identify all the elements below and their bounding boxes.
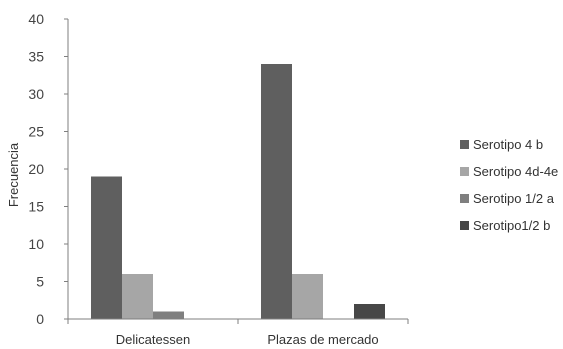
y-tick-label: 25 <box>28 124 44 140</box>
x-axis: Delicatessen Plazas de mercado <box>67 318 409 347</box>
x-category-label: Delicatessen <box>116 332 190 347</box>
legend-label: Serotipo1/2 b <box>473 218 550 233</box>
y-axis: 0 5 10 15 20 25 30 35 40 <box>28 11 69 327</box>
y-tick-label: 20 <box>28 161 44 177</box>
bar <box>292 274 323 319</box>
y-axis-label: Frecuencia <box>6 142 21 207</box>
y-tick-label: 30 <box>28 86 44 102</box>
bar <box>261 64 292 319</box>
y-tick-label: 15 <box>28 199 44 215</box>
y-tick-label: 10 <box>28 236 44 252</box>
legend-swatch <box>460 221 469 230</box>
legend-swatch <box>460 167 469 176</box>
y-tick-label: 35 <box>28 49 44 65</box>
legend-label: Serotipo 4d-4e <box>473 164 558 179</box>
y-tick-label: 40 <box>28 11 44 27</box>
bars <box>91 64 385 319</box>
legend-label: Serotipo 1/2 a <box>473 191 555 206</box>
y-tick-label: 5 <box>36 274 44 290</box>
legend-label: Serotipo 4 b <box>473 137 543 152</box>
bar <box>354 304 385 319</box>
bar <box>153 311 184 319</box>
x-category-label: Plazas de mercado <box>267 332 378 347</box>
legend-swatch <box>460 140 469 149</box>
legend-swatch <box>460 194 469 203</box>
bar <box>91 176 122 319</box>
y-tick-label: 0 <box>36 311 44 327</box>
bar <box>122 274 153 319</box>
legend: Serotipo 4 b Serotipo 4d-4e Serotipo 1/2 a… <box>460 137 558 233</box>
